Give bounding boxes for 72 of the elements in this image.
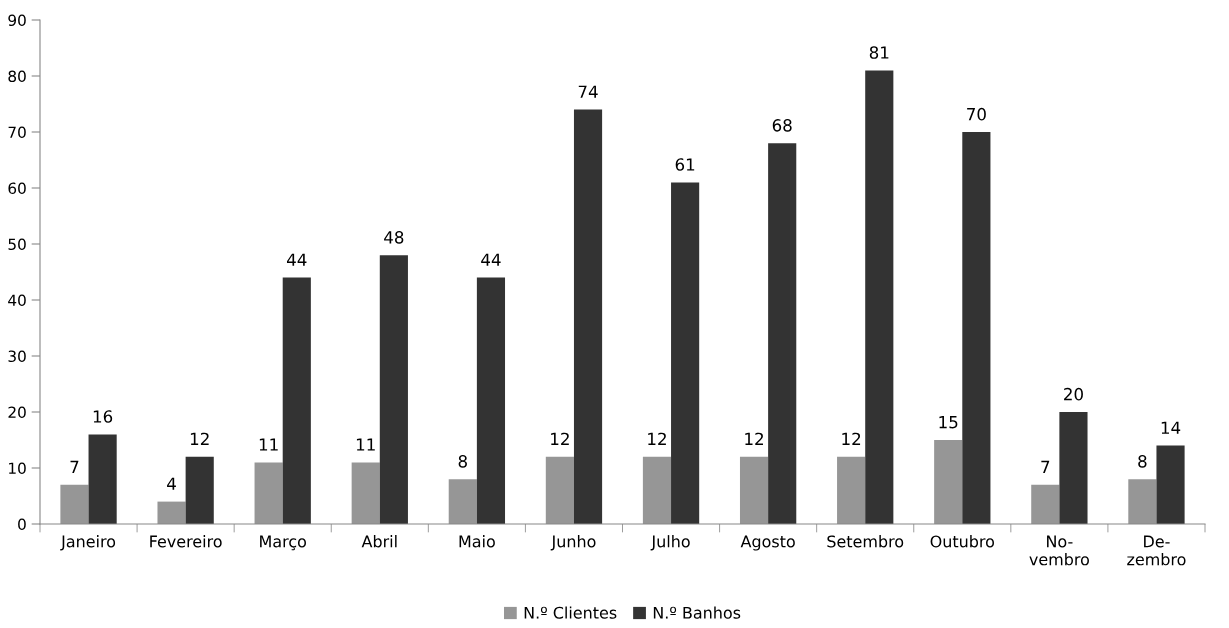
bar xyxy=(768,143,797,524)
y-tick-label: 0 xyxy=(18,518,26,531)
y-tick-label: 60 xyxy=(8,182,26,195)
data-label: 15 xyxy=(939,416,958,429)
x-tick-label: Março xyxy=(260,535,306,551)
x-tick-label: Agosto xyxy=(740,535,795,551)
data-label: 14 xyxy=(1161,421,1181,434)
data-label: 61 xyxy=(675,158,695,171)
data-label: 8 xyxy=(458,455,467,468)
x-tick-label: Outubro xyxy=(930,535,995,548)
data-label: 20 xyxy=(1064,387,1083,401)
x-tick-label: Fevereiro xyxy=(150,535,222,548)
bar xyxy=(1031,484,1060,524)
bar xyxy=(60,484,89,524)
bar xyxy=(865,70,894,524)
bar xyxy=(642,456,672,524)
bar xyxy=(476,277,506,524)
data-label: 44 xyxy=(287,253,307,266)
bar xyxy=(379,255,408,524)
y-tick-label: 80 xyxy=(8,70,26,83)
data-label: 7 xyxy=(70,460,79,473)
data-label: 11 xyxy=(259,438,278,451)
legend-label: N.º Clientes xyxy=(524,606,617,619)
data-label: 16 xyxy=(93,410,113,423)
data-label: 12 xyxy=(745,432,763,445)
data-label: 11 xyxy=(356,438,375,451)
data-label: 68 xyxy=(772,119,792,132)
bar xyxy=(351,462,380,524)
bar xyxy=(739,456,769,524)
data-label: 12 xyxy=(190,432,209,445)
y-tick-label: 90 xyxy=(8,14,26,27)
y-tick-label: 30 xyxy=(8,350,26,363)
bar xyxy=(448,479,477,524)
data-label: 70 xyxy=(967,107,986,121)
y-tick-label: 50 xyxy=(8,238,26,251)
data-label: 12 xyxy=(648,432,666,445)
bar xyxy=(88,434,117,524)
bar xyxy=(962,132,991,524)
x-tick-label: Maio xyxy=(459,535,495,548)
x-tick-label: Abril xyxy=(361,535,397,548)
data-label: 81 xyxy=(869,46,889,59)
x-tick-label: Setembro xyxy=(827,535,904,548)
data-label: 44 xyxy=(481,253,501,266)
data-label: 48 xyxy=(384,231,404,244)
bar xyxy=(545,456,574,524)
bar xyxy=(573,109,603,524)
data-label: 7 xyxy=(1041,460,1050,473)
y-tick-label: 40 xyxy=(8,294,26,307)
x-tick-label: No- vembro xyxy=(1029,535,1089,566)
x-tick-label: Junho xyxy=(550,535,596,551)
bar xyxy=(1128,479,1157,524)
bar xyxy=(1156,445,1185,524)
bar xyxy=(185,456,214,524)
y-tick-label: 10 xyxy=(9,462,26,475)
data-label: 12 xyxy=(842,432,861,445)
bar xyxy=(934,440,963,524)
y-tick-label: 70 xyxy=(8,126,26,139)
x-tick-label: Julho xyxy=(650,535,690,551)
data-label: 8 xyxy=(1138,455,1147,468)
data-label: 12 xyxy=(551,432,569,445)
bar xyxy=(157,501,186,524)
x-tick-label: De- zembro xyxy=(1127,535,1186,566)
bar xyxy=(837,456,866,524)
y-tick-label: 20 xyxy=(8,406,26,419)
bar xyxy=(671,182,700,524)
legend-label: N.º Banhos xyxy=(653,606,741,619)
x-tick-label: Janeiro xyxy=(60,535,116,551)
bar xyxy=(1059,412,1088,524)
data-label: 4 xyxy=(167,477,176,490)
bar xyxy=(282,277,311,524)
data-label: 74 xyxy=(578,85,598,98)
bar xyxy=(254,462,283,524)
